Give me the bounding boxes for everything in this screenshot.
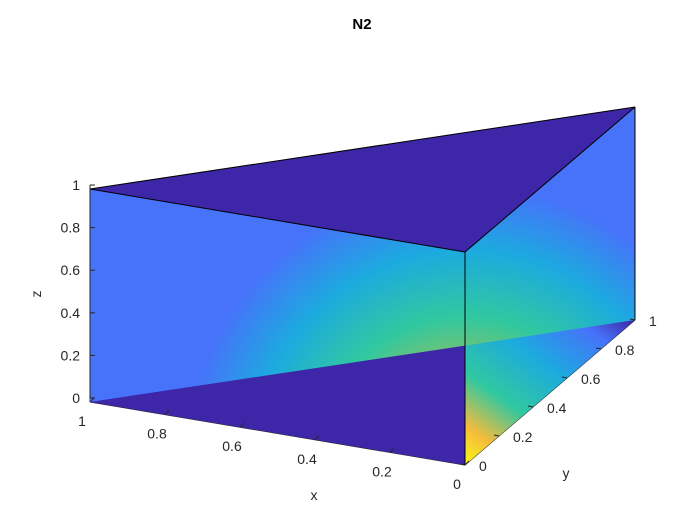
x-tick: [164, 410, 170, 415]
z-axis-label: z: [28, 291, 44, 298]
y-axis-label: y: [563, 465, 570, 481]
y-tick-label: 0.4: [547, 400, 567, 416]
z-tick-label: 0.6: [61, 262, 81, 278]
y-tick-label: 1: [649, 313, 657, 329]
y-tick: [595, 347, 602, 350]
x-axis-label: x: [311, 487, 318, 503]
z-tick-label: 0: [72, 390, 80, 406]
x-tick: [314, 435, 320, 441]
x-tick-label: 0.8: [147, 426, 167, 442]
z-tick-label: 0.4: [61, 305, 81, 321]
y-tick-label: 0: [479, 458, 487, 474]
y-tick: [493, 434, 500, 437]
x-tick-label: 0: [453, 476, 461, 492]
y-tick: [527, 405, 534, 408]
z-tick-label: 0.2: [61, 347, 81, 363]
axis-ticks: 0 0.2 0.4 0.6 0.8 1 0 0.2 0.4 0.6 0.8 1 0 0.2 0.4 0.6 0.…: [61, 177, 657, 492]
chart-title: N2: [352, 16, 371, 33]
x-tick-label: 1: [78, 413, 86, 429]
z-tick-label: 0.8: [61, 220, 81, 236]
surface-edge: [89, 106, 636, 190]
x-tick: [389, 448, 395, 453]
z-tick-label: 1: [72, 177, 80, 193]
x-tick: [239, 422, 245, 428]
x-tick: [464, 460, 470, 466]
surface-edge: [464, 106, 636, 253]
y-tick-label: 0.6: [581, 371, 601, 387]
y-tick: [459, 463, 466, 466]
y-tick: [629, 318, 636, 321]
x-tick-label: 0.6: [222, 438, 242, 454]
surface-edges: [89, 106, 636, 465]
x-tick-label: 0.2: [372, 463, 392, 479]
y-tick: [561, 376, 568, 379]
x-tick-label: 0.4: [297, 451, 317, 467]
y-tick-label: 0.8: [615, 342, 635, 358]
x-tick: [89, 397, 95, 403]
face-top: [90, 107, 635, 252]
y-tick-label: 0.2: [513, 429, 533, 445]
surface-edge: [89, 188, 466, 253]
surface-faces: [90, 107, 635, 465]
